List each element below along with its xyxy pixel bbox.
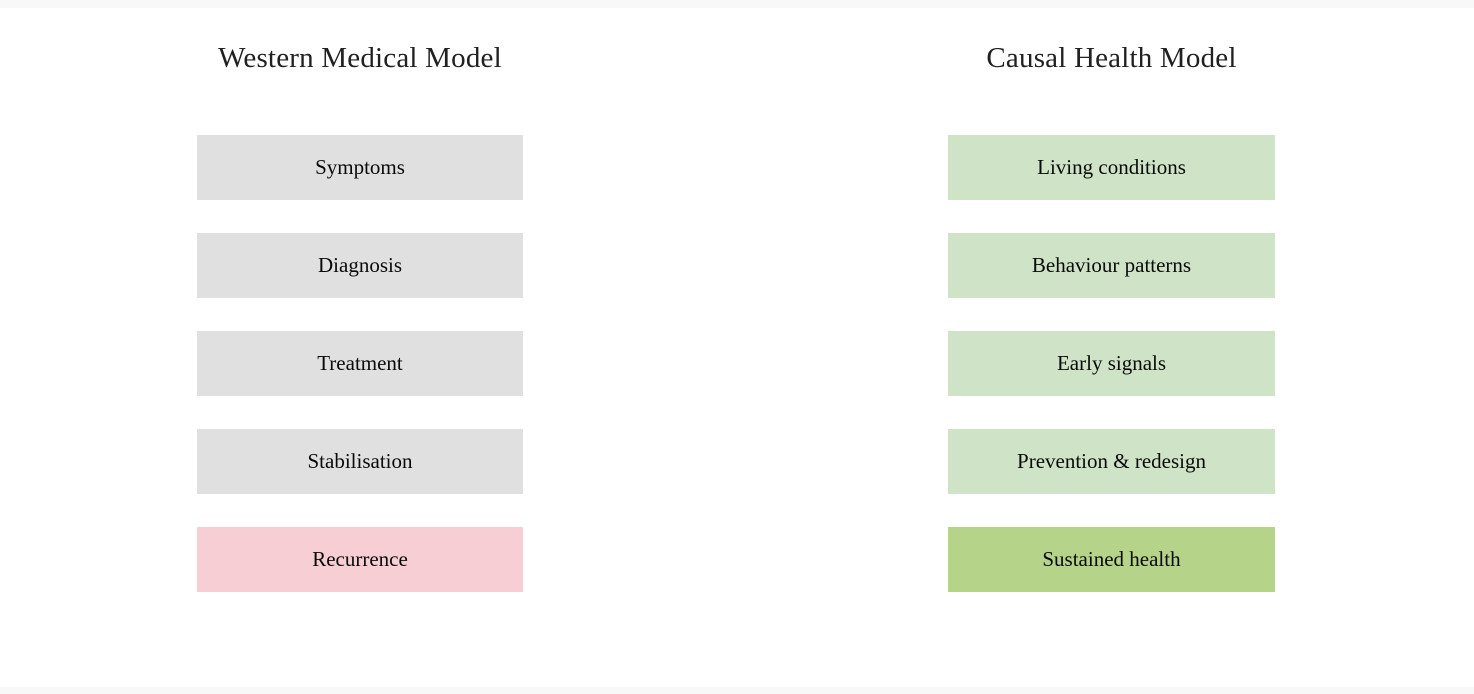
column-title-causal-health-model: Causal Health Model	[986, 42, 1237, 74]
flow-box-symptoms: Symptoms	[197, 135, 523, 200]
column-title-western-medical-model: Western Medical Model	[218, 42, 502, 74]
flow-boxes-causal: Living conditions Behaviour patterns Ear…	[948, 135, 1275, 592]
flow-box-diagnosis: Diagnosis	[197, 233, 523, 298]
flow-box-sustained-health: Sustained health	[948, 527, 1275, 592]
flow-box-label: Early signals	[1056, 351, 1167, 375]
flow-box-label: Symptoms	[315, 155, 405, 179]
flow-box-treatment: Treatment	[197, 331, 523, 396]
flow-box-prevention-redesign: Prevention & redesign	[948, 429, 1275, 494]
column-western-medical-model: Western Medical Model Symptoms Diagnosis…	[197, 0, 523, 694]
column-causal-health-model: Causal Health Model Living conditions Be…	[948, 0, 1275, 694]
flow-box-living-conditions: Living conditions	[948, 135, 1275, 200]
flow-box-behaviour-patterns: Behaviour patterns	[948, 233, 1275, 298]
flow-box-label: Living conditions	[1037, 155, 1186, 179]
flow-box-label: Sustained health	[1042, 547, 1181, 571]
flow-box-label: Behaviour patterns	[1031, 253, 1192, 277]
flow-boxes-western: Symptoms Diagnosis Treatment Stabilisati…	[197, 135, 523, 592]
flow-box-label: Prevention & redesign	[1017, 449, 1206, 473]
flow-box-label: Stabilisation	[307, 449, 413, 473]
flow-box-recurrence: Recurrence	[197, 527, 523, 592]
flow-box-early-signals: Early signals	[948, 331, 1275, 396]
flow-box-label: Treatment	[317, 351, 403, 375]
flow-box-label: Diagnosis	[318, 253, 402, 277]
flow-box-label: Recurrence	[312, 547, 408, 571]
flow-box-stabilisation: Stabilisation	[197, 429, 523, 494]
